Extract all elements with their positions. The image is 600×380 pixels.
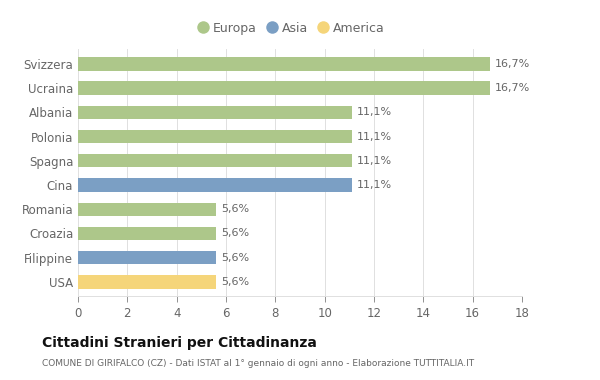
- Text: 5,6%: 5,6%: [221, 204, 249, 214]
- Text: 16,7%: 16,7%: [495, 83, 530, 93]
- Text: 11,1%: 11,1%: [357, 156, 392, 166]
- Bar: [78, 154, 352, 168]
- Bar: [78, 178, 352, 192]
- Bar: [78, 130, 352, 143]
- Text: 5,6%: 5,6%: [221, 277, 249, 287]
- Bar: [78, 227, 216, 240]
- Bar: [78, 251, 216, 264]
- Text: 16,7%: 16,7%: [495, 59, 530, 69]
- Text: 5,6%: 5,6%: [221, 228, 249, 238]
- Bar: [78, 81, 490, 95]
- Text: 5,6%: 5,6%: [221, 253, 249, 263]
- Bar: [78, 275, 216, 288]
- Legend: Europa, Asia, America: Europa, Asia, America: [194, 19, 388, 39]
- Text: COMUNE DI GIRIFALCO (CZ) - Dati ISTAT al 1° gennaio di ogni anno - Elaborazione : COMUNE DI GIRIFALCO (CZ) - Dati ISTAT al…: [42, 359, 474, 368]
- Bar: [78, 106, 352, 119]
- Bar: [78, 203, 216, 216]
- Text: Cittadini Stranieri per Cittadinanza: Cittadini Stranieri per Cittadinanza: [42, 336, 317, 350]
- Bar: [78, 57, 490, 71]
- Text: 11,1%: 11,1%: [357, 131, 392, 142]
- Text: 11,1%: 11,1%: [357, 108, 392, 117]
- Text: 11,1%: 11,1%: [357, 180, 392, 190]
